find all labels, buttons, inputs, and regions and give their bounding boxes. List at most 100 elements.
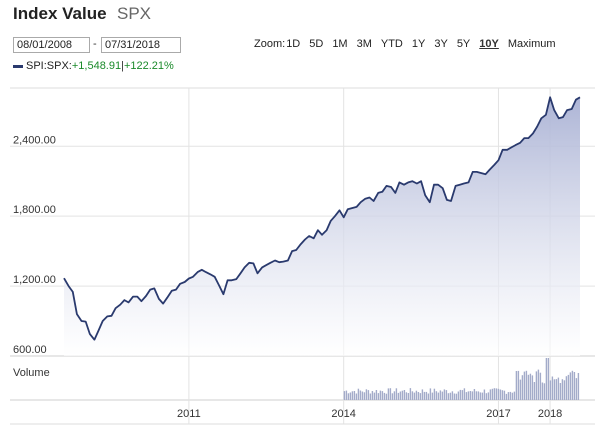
volume-bar [566,376,567,400]
volume-bar [500,390,501,401]
volume-bar [470,391,471,400]
volume-bar [440,390,441,400]
volume-bar [348,393,349,400]
volume-bar [570,372,571,400]
volume-bar [506,394,507,400]
volume-bar [516,371,517,400]
volume-bar [530,374,531,400]
volume-bar [510,392,511,400]
volume-bar [540,373,541,400]
volume-bar [366,389,367,400]
volume-bar [456,394,457,400]
volume-bar [424,392,425,400]
volume-bar [544,383,545,400]
volume-bar [576,378,577,400]
volume-bar [494,388,495,400]
volume-bar [498,389,499,400]
volume-bar [518,371,519,400]
volume-bar [458,392,459,401]
volume-bar [448,393,449,400]
volume-bar [408,393,409,400]
volume-bar [512,393,513,400]
volume-bar [548,358,549,400]
volume-bar [504,391,505,400]
volume-bar [462,390,463,400]
volume-bar [434,389,435,400]
volume-bar [356,394,357,401]
volume-bar [346,391,347,400]
volume-bar [396,388,397,400]
volume-bar [426,392,427,400]
volume-bar [384,393,385,400]
volume-bar [432,393,433,400]
volume-bar [526,371,527,400]
y-tick-label: 600.00 [13,344,47,356]
volume-bar [528,375,529,400]
volume-bar [542,383,543,401]
volume-bar [534,382,535,400]
volume-bar [354,391,355,400]
volume-bar [360,391,361,401]
volume-bar [370,394,371,401]
volume-bar [376,390,377,400]
volume-bar [410,388,411,400]
volume-bar [386,394,387,400]
volume-bar [352,391,353,400]
volume-bar [520,380,521,400]
volume-bar [578,373,579,400]
volume-bar [572,371,573,400]
x-tick-label: 2018 [538,408,562,420]
volume-bar [574,372,575,400]
volume-bar [422,389,423,400]
volume-bar [420,393,421,400]
series-area [64,97,580,356]
volume-bar [558,378,559,400]
volume-bar [418,392,419,400]
volume-bar [406,392,407,400]
volume-bar [466,392,467,400]
volume-bar [536,371,537,400]
volume-bar [344,391,345,400]
volume-bar [364,392,365,400]
volume-bar [464,388,465,400]
volume-bar [508,392,509,400]
volume-bar [554,379,555,400]
volume-bar [428,394,429,401]
volume-bar [524,372,525,400]
volume-bar [468,391,469,400]
x-tick-label: 2014 [331,408,355,420]
volume-bar [394,391,395,400]
volume-bar [450,393,451,400]
volume-bar [550,380,551,400]
volume-bar [452,391,453,400]
volume-bar [404,390,405,400]
volume-bar [552,377,553,401]
volume-bar [496,388,497,400]
volume-bar [400,392,401,401]
volume-bar [502,390,503,400]
volume-bar [484,390,485,401]
volume-bar [486,393,487,400]
volume-bar [480,392,481,400]
volume-bar [482,393,483,400]
volume-bar [476,391,477,400]
volume-bar [522,375,523,400]
volume-bar [564,380,565,400]
volume-bar [350,393,351,401]
volume-bar [490,389,491,400]
volume-bar [368,390,369,400]
volume-bar [374,393,375,400]
volume-bar [436,391,437,400]
volume-bar [514,392,515,400]
volume-bar [546,358,547,400]
volume-label: Volume [13,367,50,379]
y-tick-label: 2,400.00 [13,134,56,146]
volume-bar [388,388,389,400]
volume-bar [532,375,533,400]
volume-bar [416,391,417,400]
volume-bar [358,389,359,400]
volume-bar [488,392,489,400]
volume-bar [446,390,447,400]
volume-bar [398,393,399,400]
